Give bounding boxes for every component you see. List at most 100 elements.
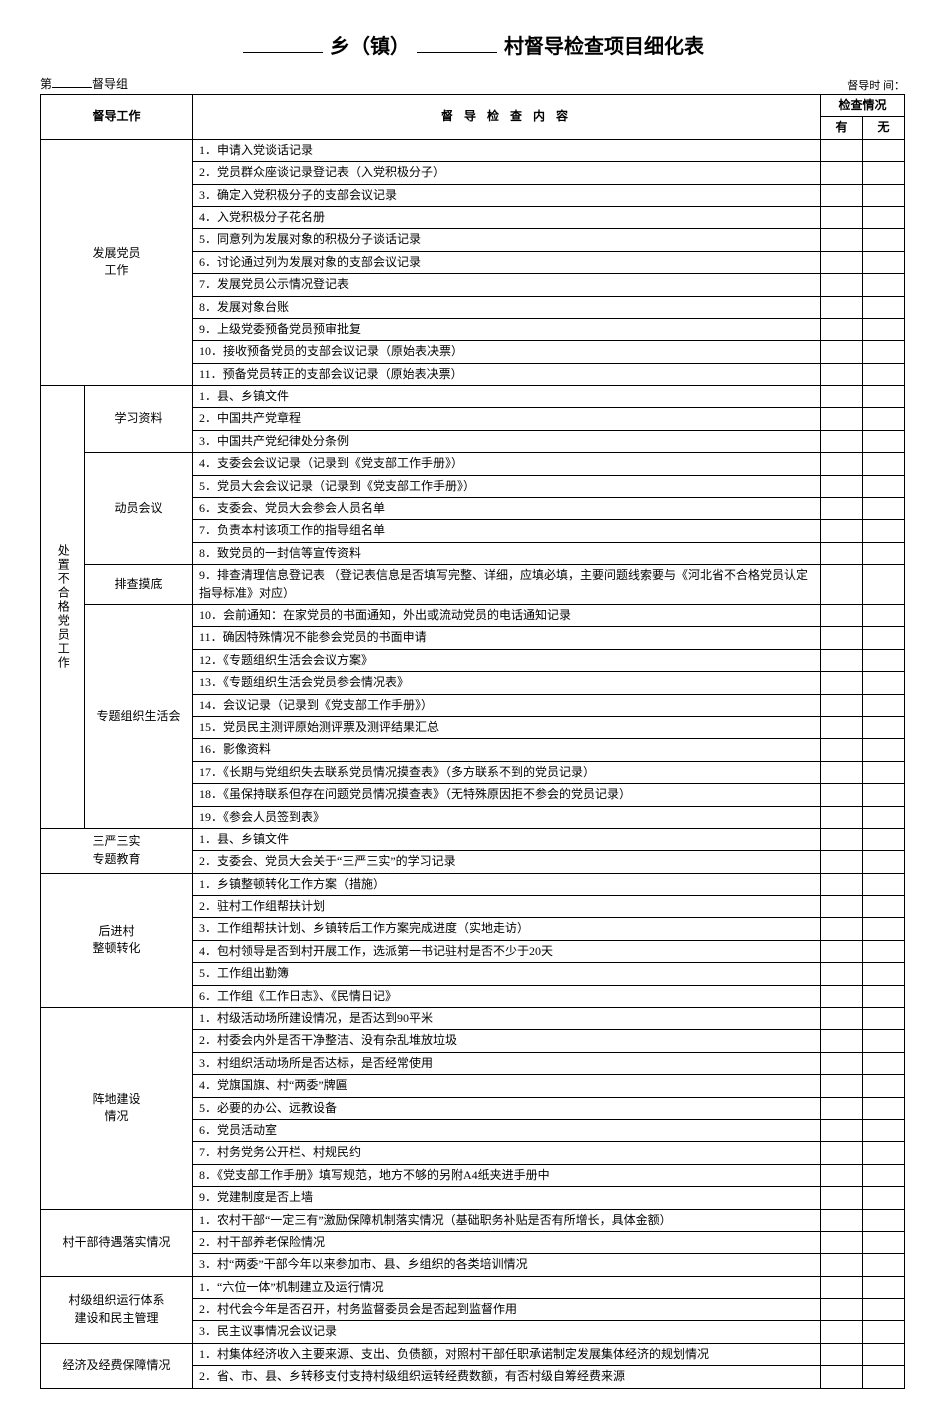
check-no-cell[interactable] bbox=[862, 1164, 904, 1186]
check-no-cell[interactable] bbox=[862, 520, 904, 542]
check-no-cell[interactable] bbox=[862, 940, 904, 962]
check-no-cell[interactable] bbox=[862, 851, 904, 873]
check-yes-cell[interactable] bbox=[820, 739, 862, 761]
check-no-cell[interactable] bbox=[862, 694, 904, 716]
check-no-cell[interactable] bbox=[862, 565, 904, 605]
check-no-cell[interactable] bbox=[862, 229, 904, 251]
check-yes-cell[interactable] bbox=[820, 542, 862, 564]
check-yes-cell[interactable] bbox=[820, 341, 862, 363]
check-no-cell[interactable] bbox=[862, 542, 904, 564]
check-yes-cell[interactable] bbox=[820, 1276, 862, 1298]
check-yes-cell[interactable] bbox=[820, 1075, 862, 1097]
check-yes-cell[interactable] bbox=[820, 1052, 862, 1074]
check-yes-cell[interactable] bbox=[820, 363, 862, 385]
check-no-cell[interactable] bbox=[862, 206, 904, 228]
check-no-cell[interactable] bbox=[862, 604, 904, 626]
check-yes-cell[interactable] bbox=[820, 649, 862, 671]
check-no-cell[interactable] bbox=[862, 1008, 904, 1030]
check-no-cell[interactable] bbox=[862, 274, 904, 296]
check-yes-cell[interactable] bbox=[820, 896, 862, 918]
check-yes-cell[interactable] bbox=[820, 694, 862, 716]
check-yes-cell[interactable] bbox=[820, 206, 862, 228]
check-yes-cell[interactable] bbox=[820, 1231, 862, 1253]
check-yes-cell[interactable] bbox=[820, 918, 862, 940]
check-no-cell[interactable] bbox=[862, 739, 904, 761]
check-no-cell[interactable] bbox=[862, 1343, 904, 1365]
check-no-cell[interactable] bbox=[862, 386, 904, 408]
check-yes-cell[interactable] bbox=[820, 498, 862, 520]
check-no-cell[interactable] bbox=[862, 1052, 904, 1074]
check-no-cell[interactable] bbox=[862, 1366, 904, 1388]
check-yes-cell[interactable] bbox=[820, 386, 862, 408]
check-yes-cell[interactable] bbox=[820, 1187, 862, 1209]
check-yes-cell[interactable] bbox=[820, 318, 862, 340]
check-no-cell[interactable] bbox=[862, 1299, 904, 1321]
check-yes-cell[interactable] bbox=[820, 274, 862, 296]
check-yes-cell[interactable] bbox=[820, 1209, 862, 1231]
check-no-cell[interactable] bbox=[862, 1209, 904, 1231]
check-no-cell[interactable] bbox=[862, 828, 904, 850]
check-no-cell[interactable] bbox=[862, 408, 904, 430]
check-yes-cell[interactable] bbox=[820, 1030, 862, 1052]
check-no-cell[interactable] bbox=[862, 1142, 904, 1164]
check-yes-cell[interactable] bbox=[820, 1097, 862, 1119]
check-yes-cell[interactable] bbox=[820, 475, 862, 497]
check-no-cell[interactable] bbox=[862, 1321, 904, 1343]
check-no-cell[interactable] bbox=[862, 761, 904, 783]
check-yes-cell[interactable] bbox=[820, 162, 862, 184]
check-no-cell[interactable] bbox=[862, 1231, 904, 1253]
check-yes-cell[interactable] bbox=[820, 229, 862, 251]
check-yes-cell[interactable] bbox=[820, 296, 862, 318]
check-yes-cell[interactable] bbox=[820, 963, 862, 985]
check-no-cell[interactable] bbox=[862, 1187, 904, 1209]
check-yes-cell[interactable] bbox=[820, 604, 862, 626]
check-no-cell[interactable] bbox=[862, 985, 904, 1007]
check-yes-cell[interactable] bbox=[820, 139, 862, 161]
check-yes-cell[interactable] bbox=[820, 672, 862, 694]
check-no-cell[interactable] bbox=[862, 627, 904, 649]
check-yes-cell[interactable] bbox=[820, 828, 862, 850]
check-yes-cell[interactable] bbox=[820, 430, 862, 452]
check-no-cell[interactable] bbox=[862, 896, 904, 918]
check-yes-cell[interactable] bbox=[820, 1343, 862, 1365]
check-no-cell[interactable] bbox=[862, 251, 904, 273]
check-yes-cell[interactable] bbox=[820, 627, 862, 649]
check-yes-cell[interactable] bbox=[820, 1142, 862, 1164]
check-yes-cell[interactable] bbox=[820, 453, 862, 475]
check-yes-cell[interactable] bbox=[820, 851, 862, 873]
check-no-cell[interactable] bbox=[862, 1119, 904, 1141]
check-yes-cell[interactable] bbox=[820, 873, 862, 895]
check-no-cell[interactable] bbox=[862, 918, 904, 940]
check-no-cell[interactable] bbox=[862, 318, 904, 340]
check-no-cell[interactable] bbox=[862, 963, 904, 985]
check-yes-cell[interactable] bbox=[820, 940, 862, 962]
check-no-cell[interactable] bbox=[862, 716, 904, 738]
check-yes-cell[interactable] bbox=[820, 1164, 862, 1186]
check-no-cell[interactable] bbox=[862, 162, 904, 184]
check-yes-cell[interactable] bbox=[820, 184, 862, 206]
check-no-cell[interactable] bbox=[862, 430, 904, 452]
check-yes-cell[interactable] bbox=[820, 1299, 862, 1321]
check-yes-cell[interactable] bbox=[820, 716, 862, 738]
check-no-cell[interactable] bbox=[862, 1030, 904, 1052]
check-no-cell[interactable] bbox=[862, 341, 904, 363]
check-no-cell[interactable] bbox=[862, 1097, 904, 1119]
check-yes-cell[interactable] bbox=[820, 520, 862, 542]
check-no-cell[interactable] bbox=[862, 139, 904, 161]
check-no-cell[interactable] bbox=[862, 784, 904, 806]
check-no-cell[interactable] bbox=[862, 296, 904, 318]
check-no-cell[interactable] bbox=[862, 184, 904, 206]
check-yes-cell[interactable] bbox=[820, 1008, 862, 1030]
check-yes-cell[interactable] bbox=[820, 1321, 862, 1343]
check-no-cell[interactable] bbox=[862, 1254, 904, 1276]
check-yes-cell[interactable] bbox=[820, 1119, 862, 1141]
check-yes-cell[interactable] bbox=[820, 565, 862, 605]
check-no-cell[interactable] bbox=[862, 475, 904, 497]
check-yes-cell[interactable] bbox=[820, 784, 862, 806]
check-no-cell[interactable] bbox=[862, 1276, 904, 1298]
check-no-cell[interactable] bbox=[862, 1075, 904, 1097]
check-no-cell[interactable] bbox=[862, 806, 904, 828]
check-yes-cell[interactable] bbox=[820, 985, 862, 1007]
check-no-cell[interactable] bbox=[862, 649, 904, 671]
check-yes-cell[interactable] bbox=[820, 251, 862, 273]
